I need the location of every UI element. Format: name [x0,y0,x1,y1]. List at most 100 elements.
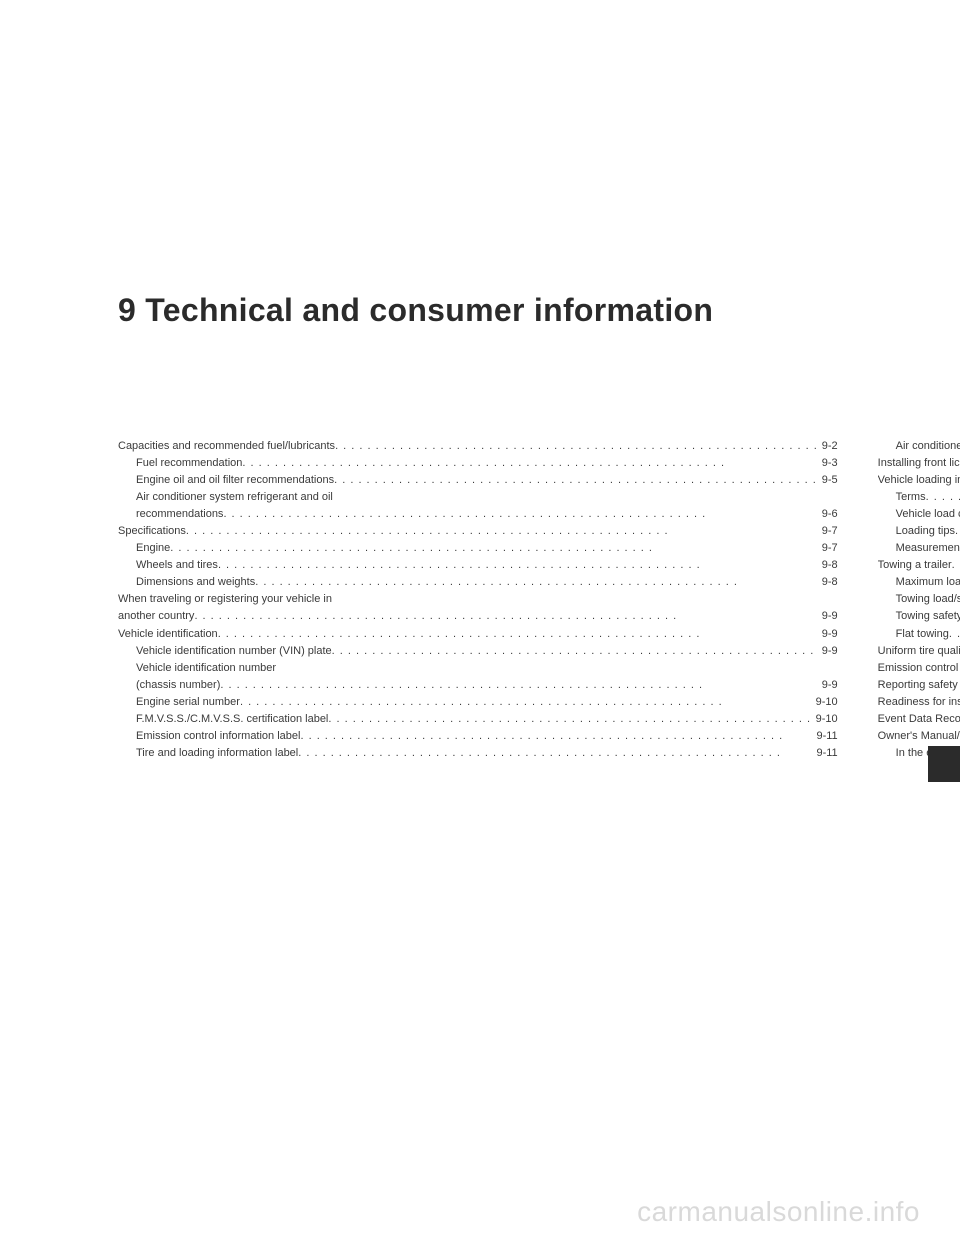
toc-entry: (chassis number)9-9 [118,677,838,694]
toc-leader-dots [223,506,817,523]
toc-label: Tire and loading information label [118,745,298,762]
toc-label: Engine serial number [118,694,240,711]
toc-leader-dots [298,745,812,762]
toc-entry: Loading tips9-15 [878,523,960,540]
toc-column-right: Air conditioner specification label9-11I… [878,438,960,762]
toc-page: 9-2 [818,438,838,455]
toc-label: Vehicle identification number [118,660,276,677]
toc-column-left: Capacities and recommended fuel/lubrican… [118,438,838,762]
toc-page: 9-3 [818,455,838,472]
toc-label: Vehicle load capacity [878,506,960,523]
toc-entry: Maximum load limits9-16 [878,574,960,591]
toc-page: 9-5 [818,472,838,489]
toc-label: Reporting safety defects (US only) [878,677,960,694]
toc-leader-dots [952,557,960,574]
toc-label: Engine oil and oil filter recommendation… [118,472,334,489]
toc-label: Towing a trailer [878,557,952,574]
toc-entry: Air conditioner specification label9-11 [878,438,960,455]
toc-entry: Uniform tire quality grading9-24 [878,643,960,660]
toc-label: Wheels and tires [118,557,218,574]
toc-page: 9-10 [812,694,838,711]
toc-label: recommendations [118,506,223,523]
toc-entry: Vehicle identification number [118,660,838,677]
toc-entry: another country9-9 [118,608,838,625]
toc-entry: Towing load/specification9-19 [878,591,960,608]
chapter-title: 9 Technical and consumer information [118,292,713,329]
toc-page: 9-11 [812,728,837,745]
toc-entry: Readiness for inspection/maintenance (I/… [878,694,960,711]
toc-leader-dots [328,711,811,728]
toc-leader-dots [218,626,818,643]
toc-entry: Air conditioner system refrigerant and o… [118,489,838,506]
toc-entry: Wheels and tires 9-8 [118,557,838,574]
toc-label: Owner's Manual/Service Manual order info… [878,728,960,745]
toc-entry: Installing front license plate9-12 [878,455,960,472]
toc-label: Event Data Recorders (EDR) [878,711,960,728]
toc-leader-dots [949,626,960,643]
toc-entry: Event Data Recorders (EDR)9-27 [878,711,960,728]
section-tab [928,746,960,782]
toc-entry: Terms9-12 [878,489,960,506]
toc-label: another country [118,608,194,625]
toc-label: Specifications [118,523,186,540]
toc-leader-dots [332,643,818,660]
toc-label: F.M.V.S.S./C.M.V.S.S. certification labe… [118,711,328,728]
toc-entry: Measurement of weights9-15 [878,540,960,557]
toc-label: Uniform tire quality grading [878,643,960,660]
toc-leader-dots [335,438,818,455]
toc-label: When traveling or registering your vehic… [118,591,332,608]
toc-entry: Reporting safety defects (US only)9-25 [878,677,960,694]
toc-page: 9-6 [818,506,838,523]
toc-label: Installing front license plate [878,455,960,472]
toc-leader-dots [242,455,817,472]
toc-leader-dots [300,728,812,745]
toc-label: Emission control information label [118,728,300,745]
toc-entry: Specifications 9-7 [118,523,838,540]
toc-entry: Engine oil and oil filter recommendation… [118,472,838,489]
toc-entry: F.M.V.S.S./C.M.V.S.S. certification labe… [118,711,838,728]
toc-page: 9-8 [818,557,838,574]
toc-page: 9-8 [818,574,838,591]
toc-entry: Dimensions and weights 9-8 [118,574,838,591]
toc-page: 9-7 [818,523,838,540]
toc-leader-dots [240,694,812,711]
toc-label: Dimensions and weights [118,574,255,591]
toc-entry: Vehicle load capacity9-13 [878,506,960,523]
toc-entry: Flat towing9-23 [878,626,960,643]
toc-label: (chassis number) [118,677,220,694]
toc-label: Flat towing [878,626,949,643]
toc-label: Emission control system warranty [878,660,960,677]
toc-entry: Tire and loading information label9-11 [118,745,838,762]
toc-label: Measurement of weights [878,540,960,557]
toc-page: 9-9 [818,626,838,643]
toc-label: Readiness for inspection/maintenance (I/… [878,694,960,711]
toc-entry: Owner's Manual/Service Manual order info… [878,728,960,745]
watermark: carmanualsonline.info [637,1196,920,1228]
toc-columns: Capacities and recommended fuel/lubrican… [118,438,864,762]
toc-entry: Vehicle loading information9-12 [878,472,960,489]
toc-label: Towing safety [878,608,960,625]
toc-entry: When traveling or registering your vehic… [118,591,838,608]
toc-label: Vehicle loading information [878,472,960,489]
toc-page: 9-9 [818,643,838,660]
toc-entry: Emission control system warranty9-25 [878,660,960,677]
toc-entry: Emission control information label 9-11 [118,728,838,745]
toc-entry: Capacities and recommended fuel/lubrican… [118,438,838,455]
toc-label: Air conditioner system refrigerant and o… [118,489,333,506]
toc-label: Engine [118,540,170,557]
toc-entry: Engine serial number 9-10 [118,694,838,711]
toc-label: Loading tips [878,523,955,540]
toc-entry: recommendations 9-6 [118,506,838,523]
toc-label: Terms [878,489,926,506]
toc-leader-dots [170,540,817,557]
toc-leader-dots [194,608,817,625]
toc-entry: Vehicle identification9-9 [118,626,838,643]
toc-page: 9-10 [812,711,838,728]
toc-leader-dots [218,557,818,574]
toc-leader-dots [255,574,818,591]
toc-entry: Vehicle identification number (VIN) plat… [118,643,838,660]
toc-label: Air conditioner specification label [878,438,960,455]
toc-label: Maximum load limits [878,574,960,591]
toc-entry: Fuel recommendation9-3 [118,455,838,472]
toc-leader-dots [220,677,817,694]
